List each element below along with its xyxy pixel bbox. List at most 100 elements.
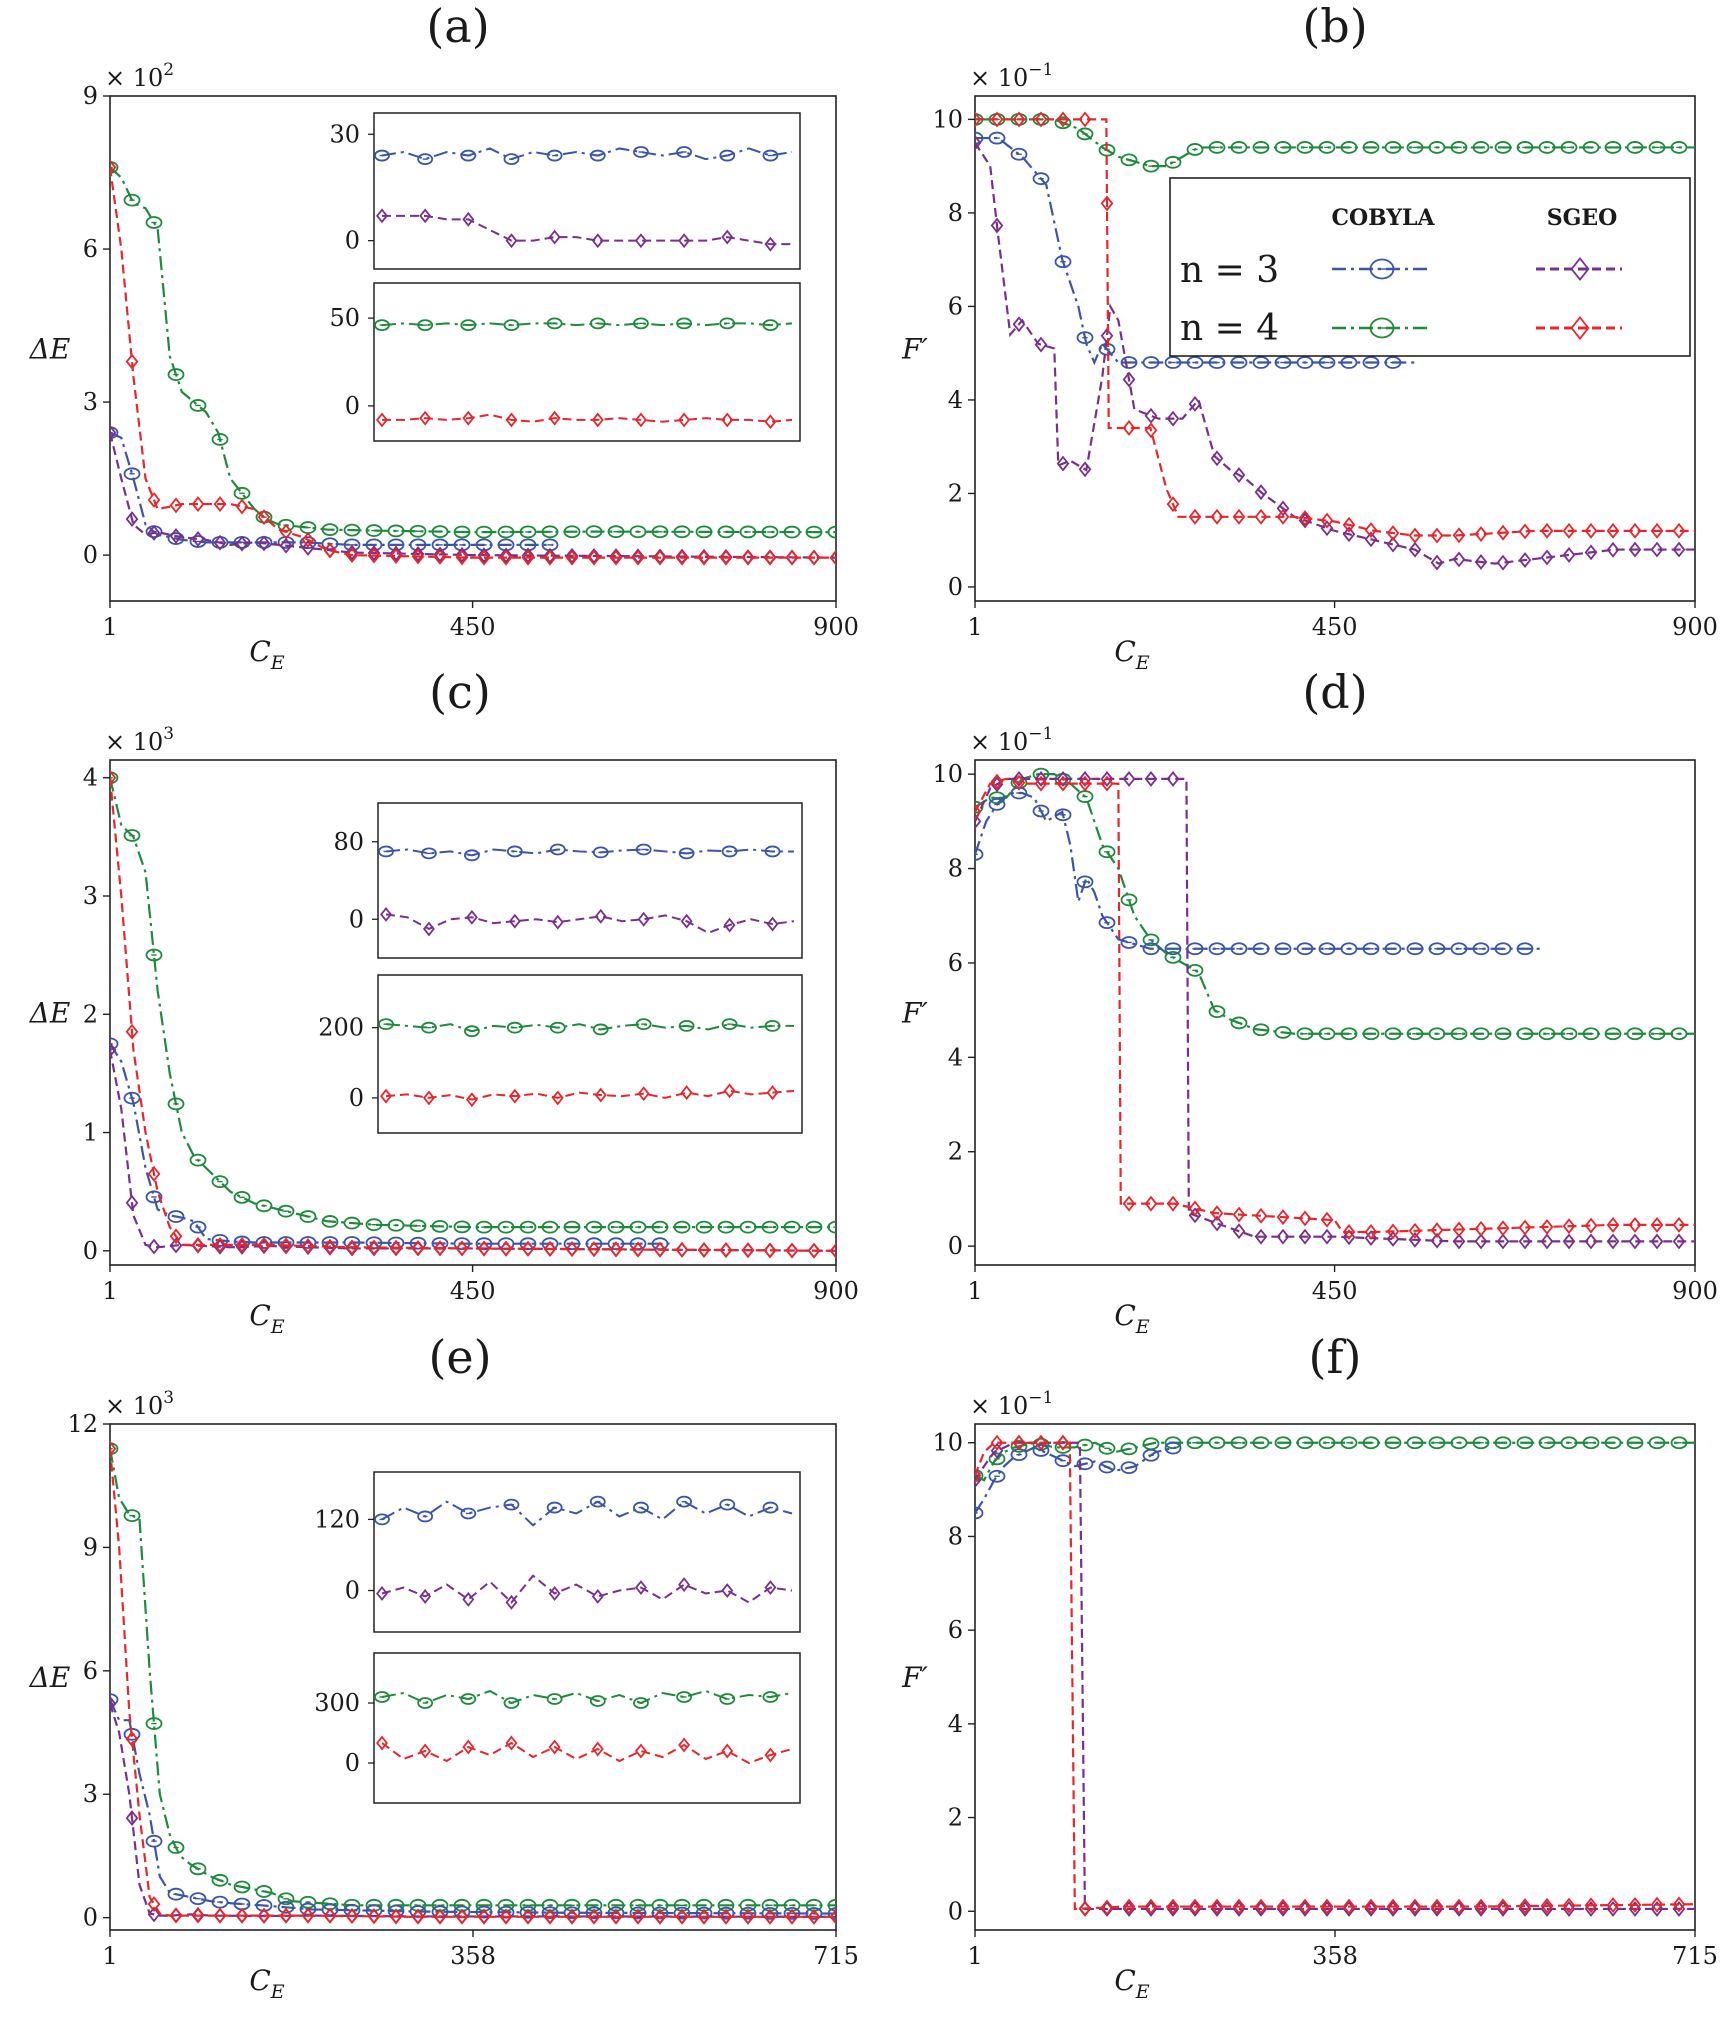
diamond-marker <box>591 1588 604 1604</box>
circle-marker <box>1208 356 1226 369</box>
diamond-marker <box>213 1236 227 1253</box>
diamond-marker <box>505 1735 518 1751</box>
circle-marker <box>255 1899 273 1912</box>
diamond-marker <box>764 236 777 252</box>
x-tick-label: 1 <box>102 1277 117 1305</box>
diamond-marker <box>548 410 561 426</box>
circle-marker <box>1208 1005 1226 1019</box>
circle-marker <box>1142 1448 1160 1462</box>
diamond-marker <box>433 1240 447 1257</box>
diamond-marker <box>1034 111 1048 128</box>
diamond-marker <box>147 492 161 508</box>
diamond-marker <box>499 1240 513 1257</box>
x-tick-label: 450 <box>1312 1277 1358 1305</box>
inset-y-tick-label: 0 <box>345 1749 360 1777</box>
circle-marker <box>519 1906 537 1919</box>
circle-marker <box>277 1204 295 1218</box>
diamond-marker <box>147 1165 161 1182</box>
circle-marker <box>651 1906 669 1920</box>
circle-marker <box>1120 893 1138 907</box>
circle-marker <box>1384 356 1402 369</box>
circle-marker <box>1208 1436 1226 1450</box>
diamond-marker <box>680 913 693 929</box>
diamond-marker <box>634 412 647 428</box>
circle-marker <box>719 1498 736 1511</box>
circle-marker <box>189 535 207 548</box>
diamond-marker <box>543 1908 557 1925</box>
diamond-marker <box>1188 1200 1202 1217</box>
diamond-marker <box>499 549 513 566</box>
circle-marker <box>676 317 693 330</box>
diamond-marker <box>1210 1215 1224 1232</box>
circle-marker <box>145 1190 163 1204</box>
diamond-marker <box>829 1908 836 1925</box>
diamond-marker <box>1518 1898 1532 1915</box>
circle-marker <box>1296 1436 1314 1450</box>
diamond-marker <box>1144 770 1158 787</box>
diamond-marker <box>587 1241 601 1258</box>
circle-marker <box>378 845 394 858</box>
diamond-marker <box>1496 1898 1510 1915</box>
diamond-marker <box>1012 774 1026 791</box>
circle-marker <box>1648 141 1666 154</box>
inset-y-tick-label: 80 <box>333 828 364 856</box>
circle-marker <box>1538 1436 1556 1450</box>
diamond-marker <box>634 1580 647 1596</box>
diamond-marker <box>235 1907 249 1924</box>
diamond-marker <box>721 412 734 428</box>
diamond-marker <box>1364 531 1378 548</box>
diamond-marker <box>367 545 381 561</box>
diamond-marker <box>551 1090 564 1106</box>
circle-marker <box>676 1691 693 1703</box>
circle-marker <box>431 1219 449 1233</box>
circle-marker <box>409 524 427 538</box>
circle-marker <box>585 1906 603 1920</box>
circle-marker <box>233 1190 251 1204</box>
diamond-marker <box>1518 1233 1532 1250</box>
circle-marker <box>299 1236 317 1249</box>
circle-marker <box>321 523 339 537</box>
circle-marker <box>1296 141 1314 154</box>
circle-marker <box>1010 1439 1028 1453</box>
diamond-marker <box>678 233 691 249</box>
diamond-marker <box>110 1440 117 1457</box>
diamond-marker <box>1672 1896 1686 1913</box>
circle-marker <box>546 317 563 330</box>
circle-marker <box>761 1220 779 1234</box>
series-line-cobyla_n3 <box>975 136 1415 366</box>
diamond-marker <box>521 1908 535 1925</box>
legend-header-cobyla: COBYLA <box>1331 205 1435 231</box>
diamond-marker <box>1320 1211 1334 1228</box>
diamond-marker <box>422 921 435 937</box>
circle-marker <box>1428 141 1446 154</box>
circle-marker <box>110 1442 119 1456</box>
x-tick-label: 450 <box>1312 613 1358 641</box>
panel-f: (f) 1 358 715 0 2 4 6 8 10× 10−1 CE F′ <box>901 1330 1718 2003</box>
diamond-marker <box>1012 1434 1026 1451</box>
y-tick-label: 0 <box>948 1897 963 1925</box>
circle-marker <box>1274 1025 1292 1039</box>
y-tick-label: 0 <box>83 1237 98 1265</box>
circle-marker <box>633 146 649 158</box>
x-axis-label: CE <box>1114 635 1149 674</box>
circle-marker <box>211 433 229 446</box>
circle-marker <box>211 1175 229 1188</box>
diamond-marker <box>380 906 392 922</box>
x-tick-label: 900 <box>813 1277 859 1305</box>
circle-marker <box>463 1025 480 1038</box>
circle-marker <box>1582 1027 1600 1041</box>
circle-marker <box>592 846 609 859</box>
circle-marker <box>506 1021 523 1034</box>
diamond-marker <box>587 549 601 566</box>
circle-marker <box>805 1220 823 1234</box>
circle-marker <box>503 319 520 332</box>
diamond-marker <box>1364 1224 1378 1240</box>
diamond-marker <box>829 549 836 566</box>
circle-marker <box>546 1501 563 1514</box>
panel-title: (e) <box>428 1330 491 1384</box>
diamond-marker <box>741 1242 755 1259</box>
diamond-marker <box>1474 1898 1488 1915</box>
y-tick-label: 8 <box>948 199 963 227</box>
diamond-marker <box>257 1236 271 1253</box>
diamond-marker <box>521 1240 535 1257</box>
